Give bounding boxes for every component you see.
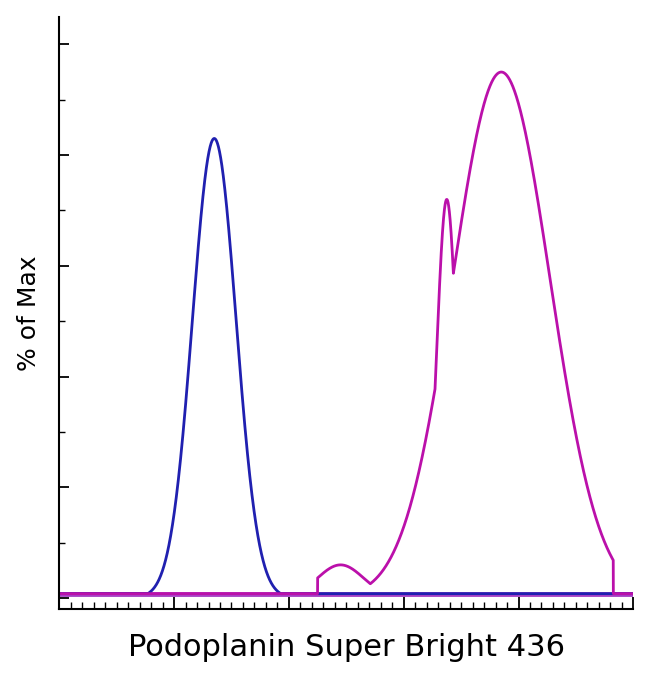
Y-axis label: % of Max: % of Max bbox=[17, 255, 41, 371]
X-axis label: Podoplanin Super Bright 436: Podoplanin Super Bright 436 bbox=[128, 634, 565, 662]
